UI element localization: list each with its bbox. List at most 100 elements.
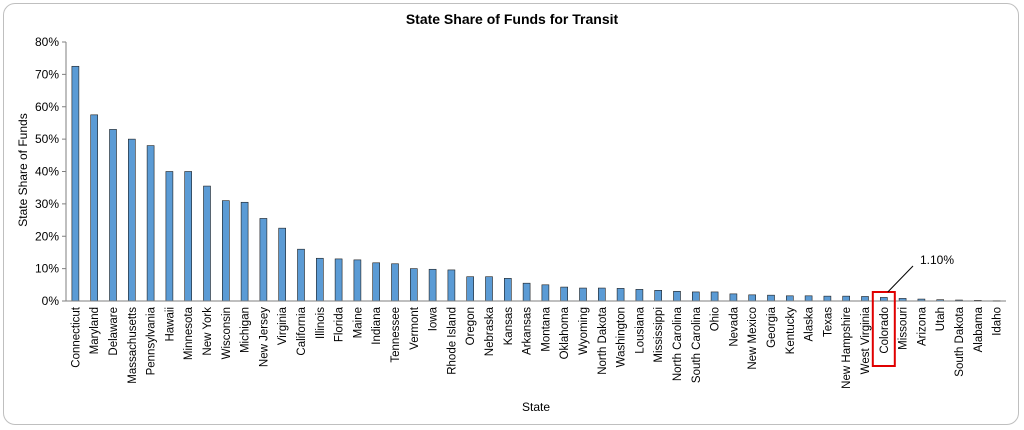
x-tick-label: Utah xyxy=(935,307,947,331)
y-tick-label: 40% xyxy=(35,165,59,179)
bar-michigan xyxy=(240,201,249,302)
bar-wisconsin xyxy=(222,200,230,302)
x-tick-label: Iowa xyxy=(428,306,440,331)
x-tick-label: Missouri xyxy=(898,307,910,350)
x-tick-label: Ohio xyxy=(710,307,722,331)
y-tick-label: 60% xyxy=(35,100,59,114)
x-tick-label: Virginia xyxy=(277,306,289,345)
x-tick-label: Florida xyxy=(334,306,346,342)
bar-kentucky xyxy=(785,295,794,302)
bar-lousiana xyxy=(635,289,644,302)
bar-massachusetts xyxy=(128,138,136,302)
x-tick-label: West Virginia xyxy=(860,306,872,374)
bar-iowa xyxy=(428,268,437,302)
x-tick-label: New Hampshire xyxy=(841,307,853,389)
bar-virginia xyxy=(278,227,287,302)
x-tick-label: New York xyxy=(202,307,214,356)
x-tick-label: South Carolina xyxy=(691,306,703,383)
y-tick-label: 0% xyxy=(42,294,60,308)
bar-colorado xyxy=(879,297,888,302)
y-axis: 0% 10% 20% 30% 40% 50% 60% 70% 80% xyxy=(35,35,67,308)
x-tick-label: Pennsylvania xyxy=(146,306,158,375)
x-tick-label: Indiana xyxy=(371,306,383,344)
bar-hawaii xyxy=(165,171,174,302)
x-tick-label: Lousiana xyxy=(634,306,646,353)
x-tick-label: Connecticut xyxy=(70,306,82,368)
x-tick-label: Delaware xyxy=(108,307,120,356)
bar-nebraska xyxy=(485,276,493,302)
bar-maine xyxy=(353,259,362,302)
bar-washington xyxy=(616,288,625,302)
x-tick-label: Colorado xyxy=(879,307,891,354)
x-tick-label: Minnesota xyxy=(183,306,195,360)
x-tick-label: California xyxy=(296,306,308,355)
x-tick-label: Michigan xyxy=(240,307,252,353)
bar-indiana xyxy=(372,262,381,302)
bar-pennsylvania xyxy=(146,145,155,302)
x-tick-label: Washington xyxy=(616,307,628,367)
bar-montana xyxy=(541,284,550,302)
x-tick-label: Kentucky xyxy=(785,307,797,355)
x-tick-label: Wyoming xyxy=(578,307,590,355)
chart-title: State Share of Funds for Transit xyxy=(406,11,619,27)
x-tick-label: Alabama xyxy=(973,306,985,352)
bar-wyoming xyxy=(579,287,587,302)
x-tick-label: Idaho xyxy=(992,307,1004,336)
bar-new-jersey xyxy=(259,218,268,302)
x-tick-label: Rhode Island xyxy=(446,307,458,375)
bar-ohio xyxy=(710,291,719,302)
bar-oklahoma xyxy=(560,286,569,302)
x-tick-label: Mississippi xyxy=(653,307,665,363)
bar-nevada xyxy=(729,293,738,302)
bar-new-hampshire xyxy=(842,295,851,302)
bar-west-virginia xyxy=(861,296,869,302)
bar-north-carolina xyxy=(673,290,681,302)
bar-new-mexico xyxy=(748,294,757,302)
bar-arkansas xyxy=(522,282,531,302)
x-tick-label: Texas xyxy=(822,307,834,337)
bar-north-dakota xyxy=(597,287,606,302)
bar-rhode-island xyxy=(447,269,456,302)
bar-south-carolina xyxy=(691,291,700,302)
x-tick-label: Alaska xyxy=(804,306,816,341)
bars-group xyxy=(71,65,1001,302)
bar-illinois xyxy=(315,257,324,302)
x-tick-label: Montana xyxy=(540,306,552,351)
highlight-annotation: 1.10% xyxy=(871,253,954,367)
x-tick-label: South Dakota xyxy=(954,306,966,376)
x-tick-label: Georgia xyxy=(766,306,778,348)
x-tick-label: North Carolina xyxy=(672,306,684,381)
bar-florida xyxy=(334,258,343,302)
bar-maryland xyxy=(90,114,98,302)
y-tick-label: 30% xyxy=(35,197,59,211)
bar-kansas xyxy=(503,278,512,302)
highlight-box xyxy=(871,291,896,367)
y-tick-label: 80% xyxy=(35,35,59,49)
x-tick-label: Nevada xyxy=(728,306,740,346)
x-tick-label: Arkansas xyxy=(522,307,534,355)
x-tick-label: Wisconsin xyxy=(221,307,233,359)
x-tick-label: Illinois xyxy=(315,307,327,339)
bar-minnesota xyxy=(184,171,192,302)
x-tick-label: Oregon xyxy=(465,307,477,345)
x-tick-label: Massachusetts xyxy=(127,307,139,384)
y-tick-label: 50% xyxy=(35,132,59,146)
bar-delaware xyxy=(109,129,117,302)
x-tick-label: Hawaii xyxy=(164,307,176,342)
bar-new-york xyxy=(203,185,211,302)
bar-california xyxy=(297,248,305,302)
bar-georgia xyxy=(767,294,775,302)
y-tick-label: 20% xyxy=(35,229,59,243)
x-tick-label: Arizona xyxy=(916,306,928,346)
annotation-label: 1.10% xyxy=(920,253,954,267)
bar-vermont xyxy=(409,268,418,302)
x-tick-label: Maryland xyxy=(89,307,101,354)
x-tick-label: Tennessee xyxy=(390,307,402,363)
bar-oregon xyxy=(466,276,475,302)
x-tick-label: Maine xyxy=(352,307,364,338)
x-tick-label: North Dakota xyxy=(597,306,609,374)
annotation-leader-line xyxy=(887,265,914,293)
x-tick-label: Oklahoma xyxy=(559,306,571,359)
x-tick-label: New Mexico xyxy=(747,307,759,370)
